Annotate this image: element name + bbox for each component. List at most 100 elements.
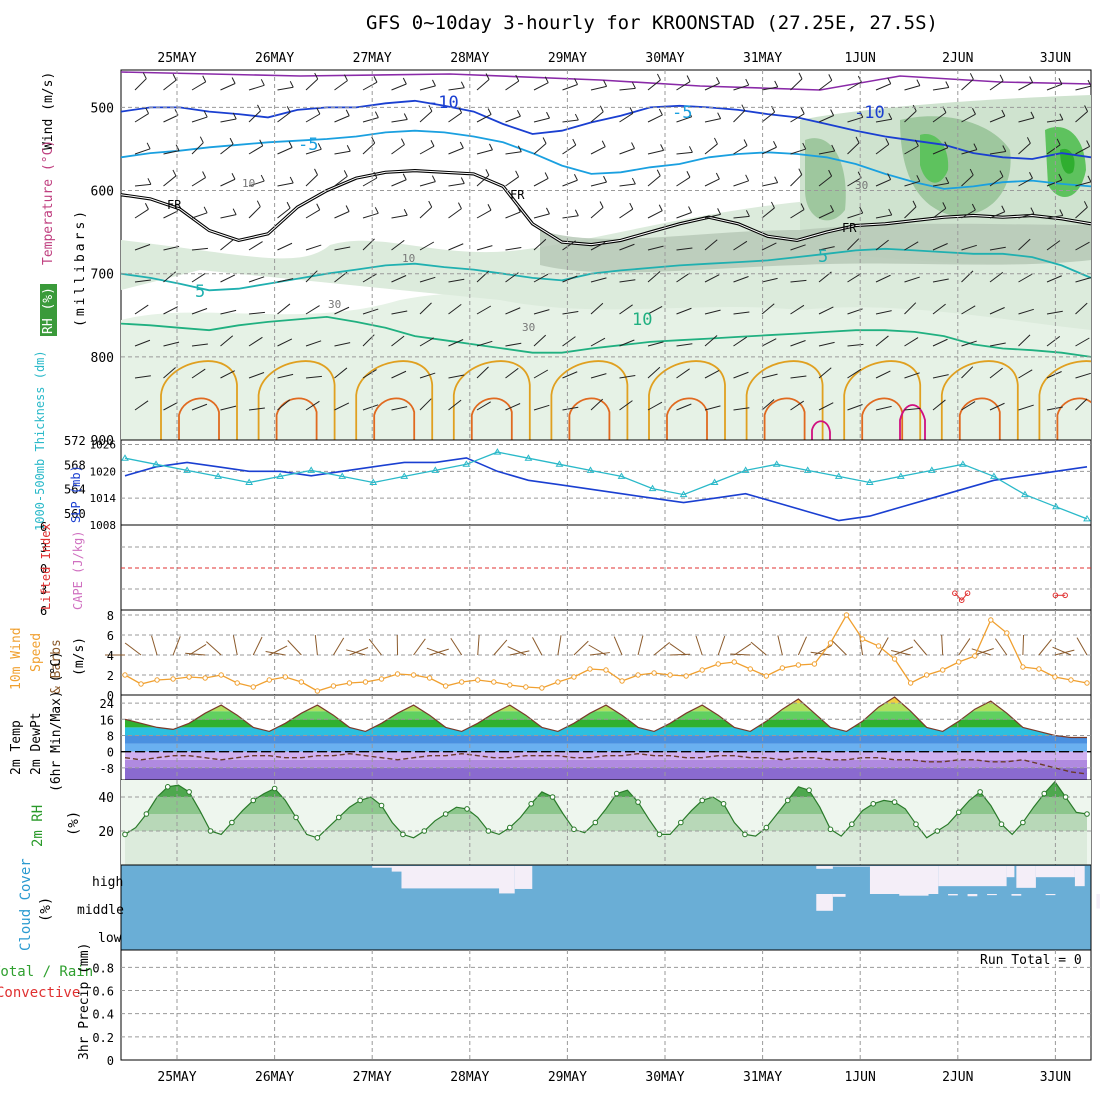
wind-barb-flag — [400, 138, 405, 145]
wind-barb-flag — [1086, 140, 1091, 147]
lifted-index-point — [958, 597, 965, 604]
slp-series — [124, 457, 1088, 522]
wind-barb — [818, 150, 835, 155]
wind-barb-flag — [717, 112, 722, 119]
precip-tick: 0.2 — [92, 1031, 114, 1045]
wind-barb — [589, 652, 610, 656]
wind-barb-flag — [516, 110, 521, 117]
wind-barb — [994, 638, 1008, 656]
wind10m-panel: 8 6 4 2 0 10m Wind Speed & Barbs (m/s) — [9, 609, 1092, 703]
wind-speed-point — [426, 675, 433, 681]
isotherm--5 — [121, 129, 1091, 190]
wind-barb — [704, 118, 721, 123]
wind-barb-flag — [343, 74, 348, 81]
wind-barb — [847, 238, 860, 251]
rh-point — [485, 828, 492, 834]
wind-barb — [647, 114, 663, 123]
slp-tick: 1008 — [90, 519, 117, 532]
wind-barb — [220, 335, 234, 347]
rh-point — [549, 794, 556, 800]
wind-barb — [134, 279, 151, 283]
wind-barb-flag — [1002, 145, 1007, 152]
thickness-label: 1000-500mb Thickness (dm) — [33, 350, 47, 531]
wind-barb — [818, 210, 834, 219]
wind-barb-flag — [888, 112, 893, 120]
wind-barb-flag — [912, 104, 917, 112]
lifted-index-point — [952, 590, 958, 597]
warm-isotherm-inner — [861, 397, 904, 440]
slp-panel-axes: 572 568 564 560 1026 1020 1014 1008 — [64, 434, 116, 532]
thickness-point — [462, 460, 471, 467]
wind-barb-flag — [457, 202, 462, 209]
date-label-top: 29MAY — [548, 51, 587, 66]
wind10m-barbs — [105, 634, 1088, 656]
wind-barb — [448, 208, 462, 219]
wind-barb — [704, 335, 718, 347]
isotherm-label-5-a: 5 — [195, 282, 205, 302]
slp-tick: 1014 — [90, 492, 117, 505]
wind-barb — [269, 645, 288, 656]
wind-barb — [733, 407, 750, 411]
cloud-high-clear — [1006, 866, 1015, 878]
temp-label-minmax: (6hr Min/Max) (°C) — [49, 651, 64, 792]
cloud-high-clear — [1016, 866, 1036, 888]
wind-barb — [1075, 85, 1091, 91]
upper-panel-grid — [121, 70, 1091, 440]
wind-barb-flag — [1026, 137, 1031, 144]
wind-barb — [391, 119, 408, 123]
wind-barb — [334, 342, 351, 347]
wind-barb — [875, 310, 892, 315]
wind-barb — [676, 81, 691, 91]
wind-barb — [1046, 310, 1063, 315]
wind-barb-flag — [345, 205, 350, 212]
date-axis-top: 25MAY 26MAY 27MAY 28MAY 29MAY 30MAY 31MAY 1JUN 2… — [157, 51, 1071, 66]
wind-barb-flag — [916, 175, 921, 182]
wind-barb — [163, 150, 180, 155]
rh-point — [998, 821, 1005, 828]
wind-barb — [163, 402, 178, 411]
warm-isotherm-outer — [843, 360, 922, 440]
upper-panel-ylabel: Wind (m/s) Temperature (°C) RH (%) (mill… — [40, 72, 88, 336]
thickness-point — [245, 478, 254, 485]
wind-barb-flag — [798, 168, 803, 175]
wind-barb — [704, 178, 720, 187]
thickness-point — [927, 466, 936, 473]
wind-speed-point — [683, 673, 689, 679]
wind-barb-flag — [743, 139, 748, 146]
wind-barb — [562, 336, 576, 347]
wind-barb — [1046, 144, 1061, 155]
wind-barb — [733, 110, 746, 123]
rh-point — [699, 797, 706, 804]
wind-barb-flag — [1059, 113, 1064, 120]
wind-barb-flag — [631, 82, 636, 89]
wind-barb — [562, 84, 578, 91]
cape-panel: 6 3 0 3 6 Lifted Index CAPE (J/kg) — [39, 520, 1092, 618]
wind-barb-flag — [914, 139, 919, 147]
wind-barb-flag — [745, 210, 750, 217]
cape-tick: 3 — [40, 541, 47, 555]
wind-barb — [163, 341, 180, 347]
wind-barb — [590, 207, 604, 219]
wind-barb-flag — [346, 144, 351, 152]
date-label-bottom: 3JUN — [1040, 1070, 1071, 1085]
warm-isotherm-outer — [160, 360, 238, 440]
wind-barb — [248, 241, 263, 251]
wind-barb-flag — [316, 203, 321, 210]
upper-ytick: 700 — [91, 268, 114, 283]
wind-barb — [958, 638, 971, 656]
wind-barb — [797, 636, 807, 656]
rh-shade-grey-band — [540, 223, 1091, 273]
cape-tick: 6 — [40, 604, 47, 618]
wind-barb — [248, 276, 265, 283]
wind-barb — [676, 307, 692, 315]
rh-point — [635, 799, 641, 805]
date-label-top: 28MAY — [450, 51, 489, 66]
wind-barb — [1075, 181, 1091, 187]
wind-barb — [1018, 213, 1035, 219]
wind-barb — [676, 176, 691, 187]
wind-barb-flag — [631, 142, 635, 149]
temp-band — [125, 759, 1087, 768]
wind-barb — [220, 118, 237, 123]
thickness-point — [338, 472, 347, 479]
wind-barb — [419, 110, 433, 123]
